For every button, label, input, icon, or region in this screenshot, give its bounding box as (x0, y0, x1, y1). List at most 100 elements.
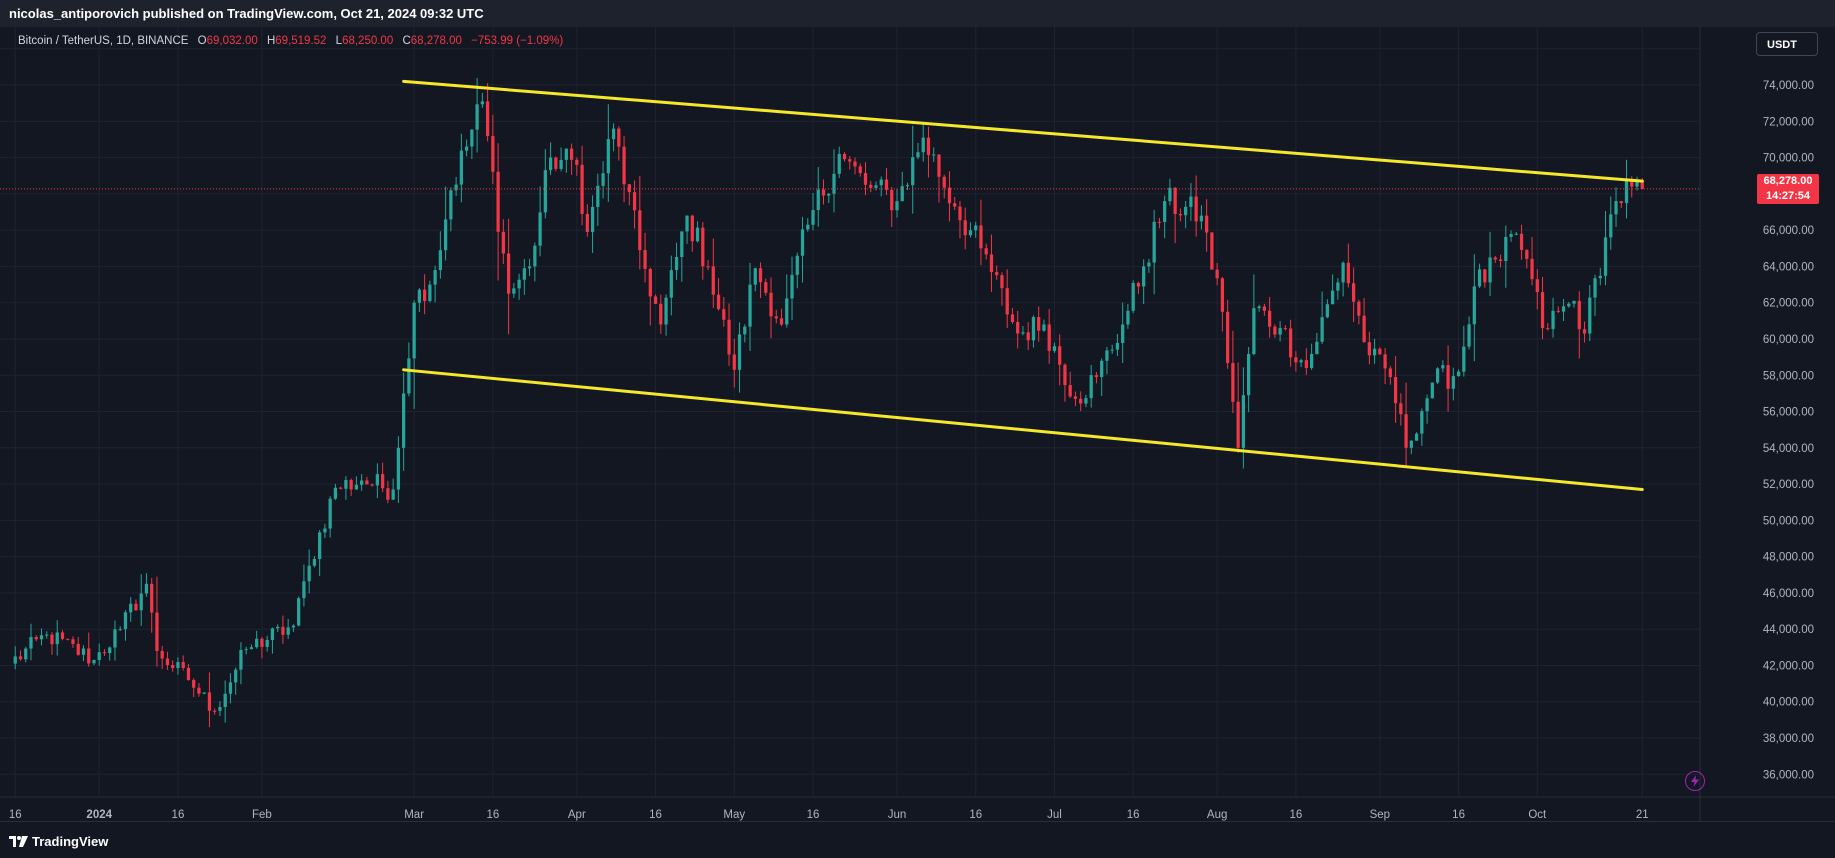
candle-up (1131, 282, 1135, 311)
candle-down (381, 474, 385, 489)
candle-down (260, 638, 264, 647)
price-axis[interactable]: 76,000.0074,000.0072,000.0070,000.0068,0… (1763, 44, 1814, 782)
candle-up (234, 669, 238, 683)
candle-up (1252, 308, 1256, 354)
candle-up (900, 186, 904, 202)
publisher-text: nicolas_antiporovich published on Tradin… (9, 6, 484, 21)
candle-up (548, 157, 553, 171)
price-tick-label: 70,000.00 (1763, 153, 1814, 165)
candle-down (197, 687, 201, 694)
time-axis[interactable]: 16 2024 16 Feb Mar 16 Apr 16 May 16 Jun 16 Jul 16 Aug 1… (9, 809, 1649, 821)
price-tick-label: 74,000.00 (1763, 80, 1814, 92)
candle-down (1194, 196, 1198, 222)
candle-up (895, 201, 899, 211)
candle-down (1519, 233, 1524, 250)
candle-up (1052, 346, 1057, 351)
candle-up (669, 270, 673, 298)
candle-down (134, 603, 138, 611)
candle-up (228, 682, 233, 694)
candle-up (1488, 257, 1492, 283)
price-tick-label: 42,000.00 (1763, 660, 1814, 672)
symbol-name[interactable]: Bitcoin / TetherUS, 1D, BINANCE (18, 35, 189, 47)
candle-down (947, 187, 952, 204)
candle-up (601, 173, 605, 186)
candle-down (701, 227, 705, 267)
candle-up (753, 268, 757, 285)
candle-up (1435, 368, 1440, 383)
candle-up (428, 284, 432, 302)
candle-up (1299, 360, 1303, 363)
publisher-bar: nicolas_antiporovich published on Tradin… (0, 0, 1835, 27)
price-chart[interactable]: 76,000.0074,000.0072,000.0070,000.0068,0… (0, 27, 1835, 821)
channel-line-lower[interactable] (402, 368, 1644, 492)
candle-down (979, 225, 983, 249)
open-label: O (197, 35, 207, 47)
tradingview-logo[interactable]: TradingView (9, 832, 108, 850)
channel-line-upper[interactable] (402, 79, 1644, 183)
candle-down (1351, 283, 1356, 302)
candle-up (1084, 398, 1088, 404)
time-tick-label: Mar (404, 809, 424, 821)
candle-up (360, 480, 364, 485)
candle-down (1404, 414, 1408, 448)
candle-up (879, 179, 883, 186)
time-tick-label: 16 (9, 809, 22, 821)
candle-down (1220, 278, 1225, 312)
candle-down (569, 148, 574, 160)
candle-up (139, 593, 143, 611)
candle-down (1288, 328, 1293, 358)
candle-up (286, 627, 290, 635)
candle-up (932, 154, 936, 156)
candle-up (1315, 341, 1319, 355)
candle-up (412, 302, 416, 359)
candle-up (1425, 398, 1429, 412)
candle-up (1588, 297, 1592, 334)
candle-down (632, 192, 637, 211)
candle-up (291, 625, 296, 628)
candle-up (1199, 215, 1204, 222)
candle-up (1598, 275, 1602, 279)
candle-down (102, 652, 107, 654)
candle-up (218, 706, 222, 711)
candle-down (1619, 201, 1623, 204)
candle-down (213, 710, 217, 712)
candles (13, 77, 1644, 728)
candle-up (344, 479, 348, 489)
candle-down (1399, 403, 1403, 415)
candle-up (276, 626, 280, 629)
price-tick-label: 56,000.00 (1763, 407, 1814, 419)
candle-up (270, 628, 275, 640)
candle-up (417, 289, 422, 303)
lightning-icon[interactable] (1685, 771, 1705, 791)
candle-up (1247, 353, 1251, 396)
close-value: 68,278.00 (410, 35, 462, 47)
candle-up (92, 660, 96, 664)
candle-down (1000, 275, 1004, 289)
candle-up (800, 229, 805, 256)
candle-up (1089, 375, 1093, 399)
time-tick-label: 16 (1127, 809, 1140, 821)
candle-up (1414, 433, 1419, 441)
candle-down (1016, 322, 1020, 334)
candle-down (711, 266, 715, 295)
candle-up (1105, 350, 1109, 361)
channel-lines[interactable] (402, 79, 1644, 492)
time-tick-label: 21 (1636, 809, 1649, 821)
candle-up (748, 284, 752, 327)
candle-down (995, 272, 999, 276)
time-tick-label: 16 (1452, 809, 1465, 821)
candle-up (255, 638, 259, 648)
candle-down (60, 632, 65, 639)
time-tick-label: Oct (1528, 809, 1547, 821)
candle-down (165, 658, 170, 666)
candle-up (1462, 346, 1466, 372)
candle-down (1446, 365, 1450, 389)
candle-up (24, 648, 28, 660)
candle-down (653, 296, 658, 304)
currency-button[interactable]: USDT (1756, 32, 1818, 56)
candle-up (29, 637, 33, 649)
candle-down (66, 638, 70, 640)
candle-down (690, 215, 694, 242)
candle-down (585, 213, 589, 232)
candle-down (1262, 306, 1267, 311)
